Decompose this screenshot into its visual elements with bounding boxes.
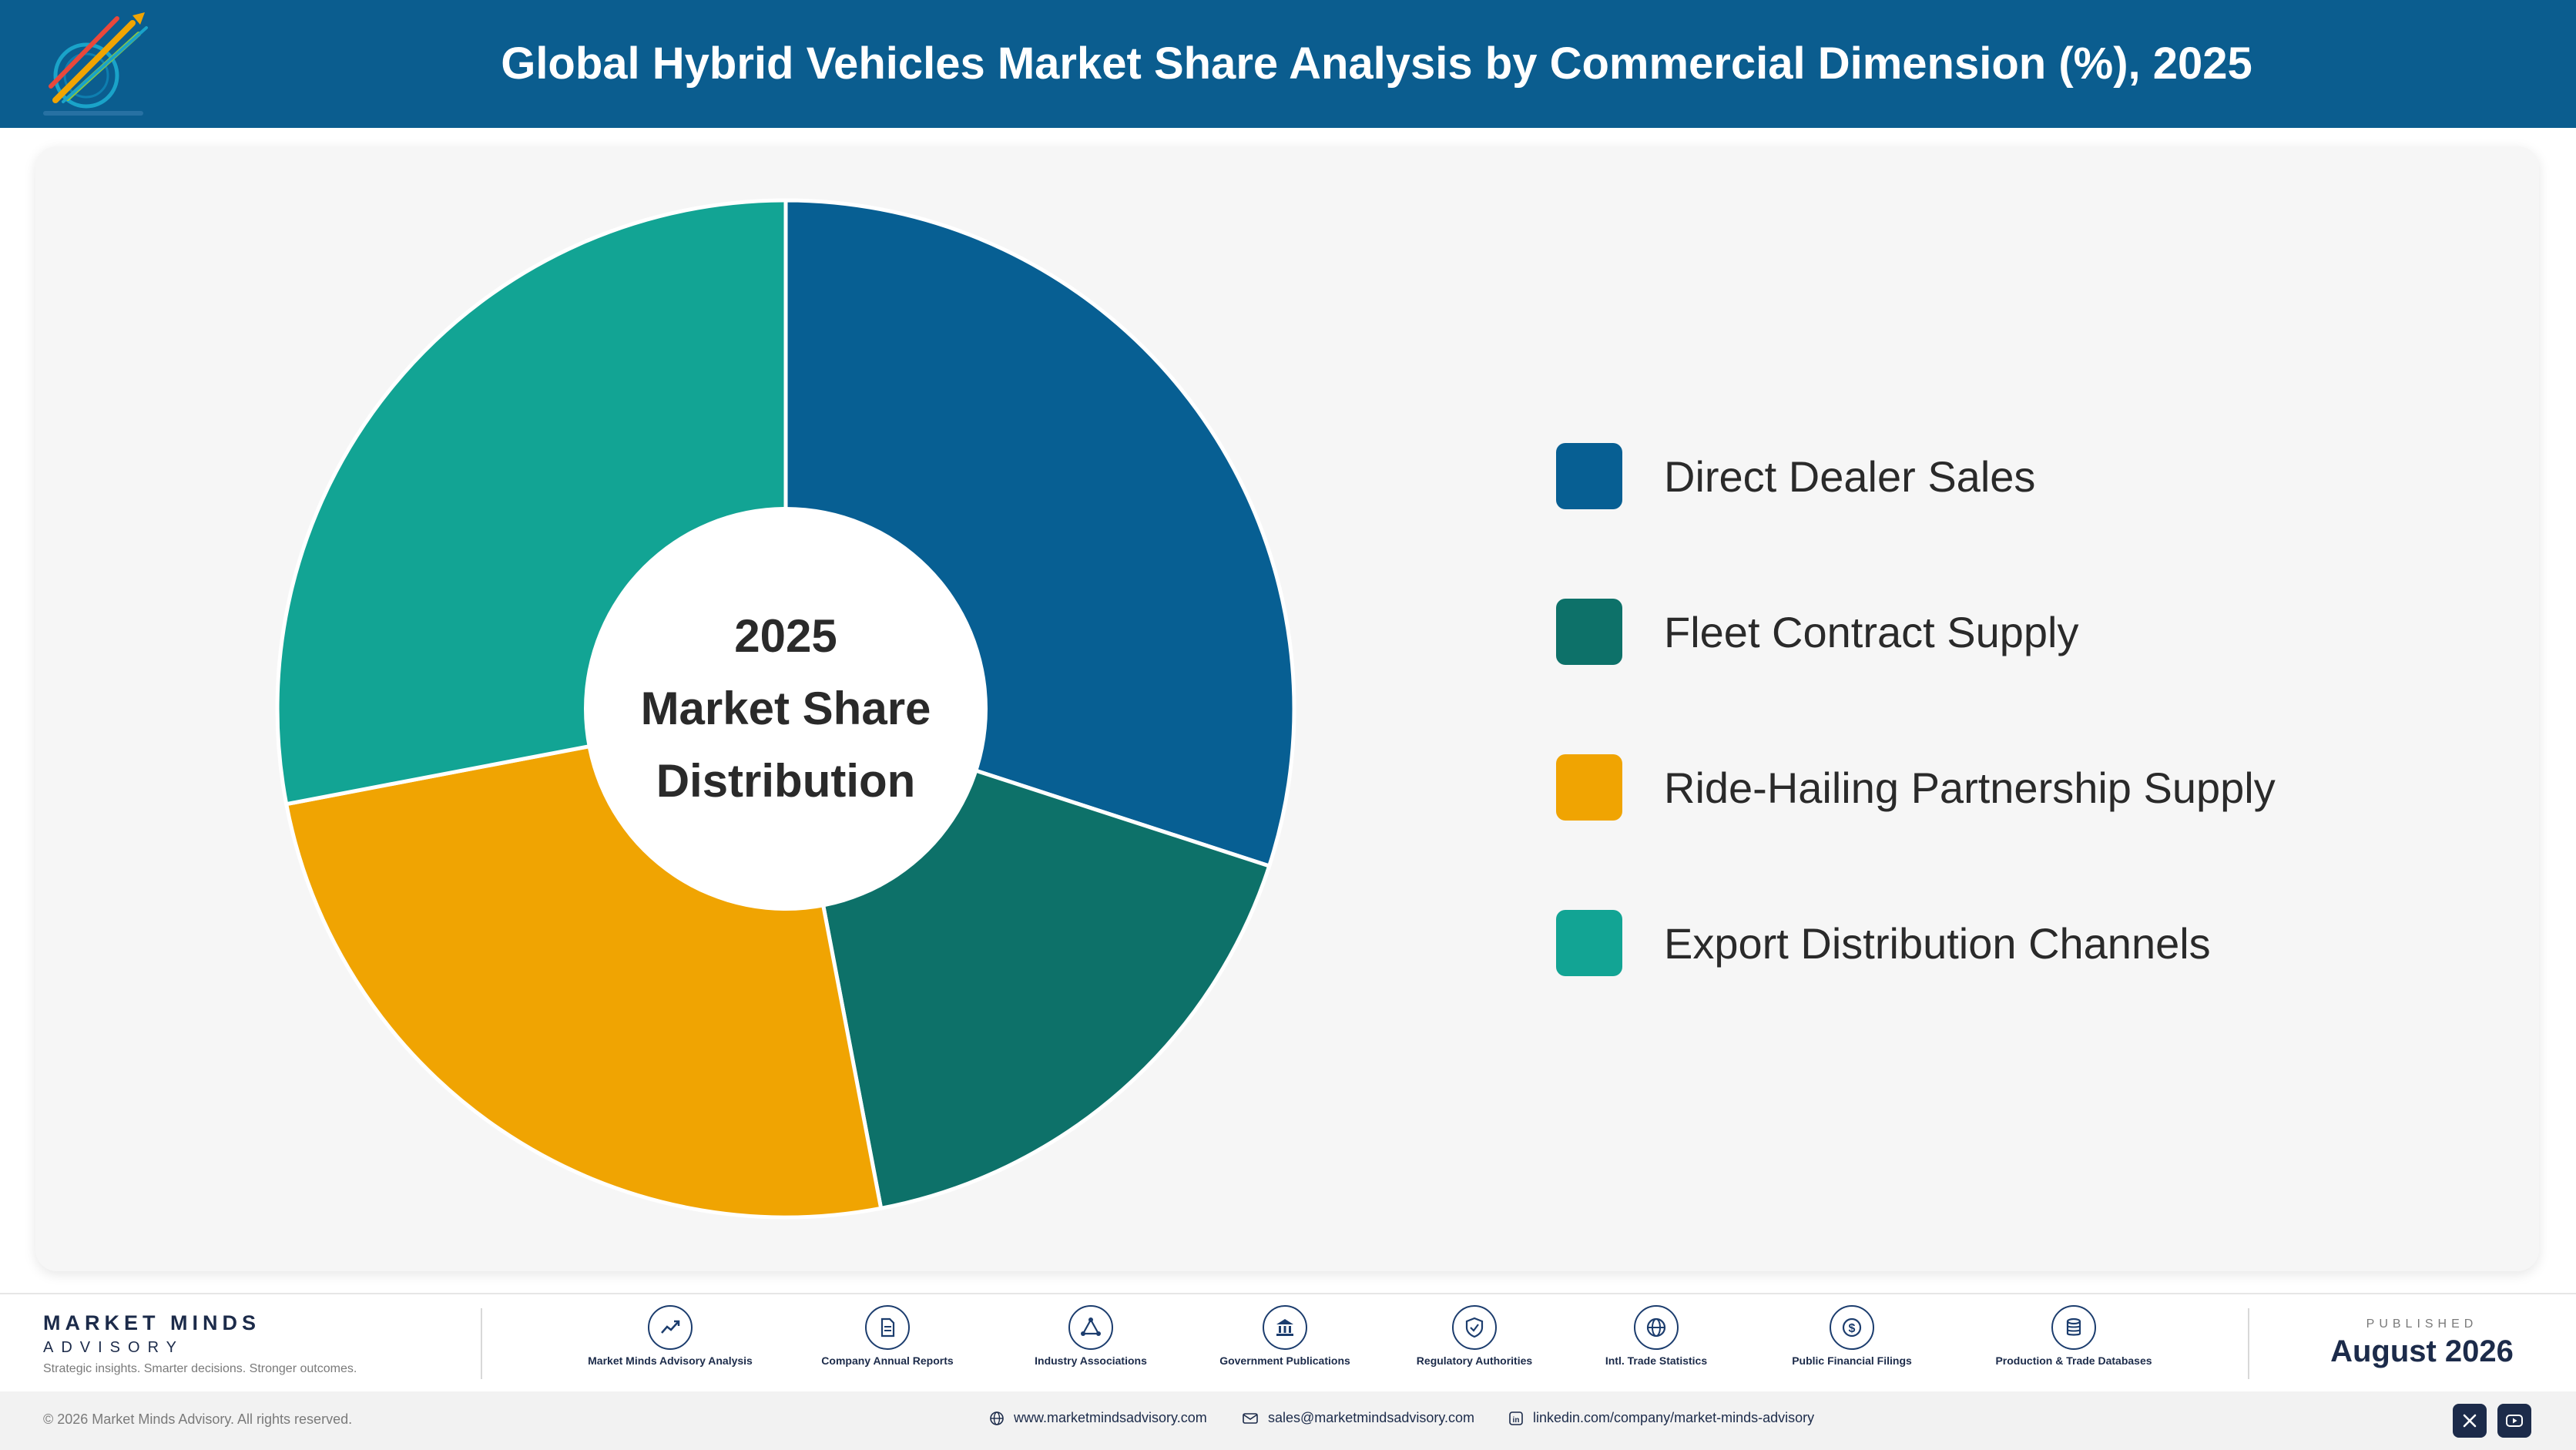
chart-line-icon [648,1305,693,1350]
shield-check-icon [1452,1305,1497,1350]
brand-tagline: Strategic insights. Smarter decisions. S… [43,1362,357,1375]
company-logo [43,12,148,116]
email-text: sales@marketmindsadvisory.com [1268,1410,1475,1425]
source-label: Company Annual Reports [821,1354,954,1367]
legend-label: Direct Dealer Sales [1664,451,2036,501]
source-item: Company Annual Reports [803,1305,972,1368]
legend-swatch-ride-hailing [1556,754,1622,821]
legend-label: Ride-Hailing Partnership Supply [1664,763,2276,812]
globe-icon [990,1411,1004,1425]
source-item: Market Minds Advisory Analysis [585,1305,755,1368]
header-bar: Global Hybrid Vehicles Market Share Anal… [0,0,2576,128]
brand-subtitle: ADVISORY [43,1339,184,1356]
website-text: www.marketmindsadvisory.com [1014,1410,1207,1425]
legend-item: Export Distribution Channels [1556,909,2403,977]
source-label: Market Minds Advisory Analysis [588,1354,753,1367]
center-label-line: Distribution [656,755,916,807]
email-link[interactable]: sales@marketmindsadvisory.com [1242,1410,1474,1426]
source-item: Government Publications [1200,1305,1370,1368]
source-label: Production & Trade Databases [1995,1354,2152,1367]
brand-name: MARKET MINDS [43,1311,260,1334]
legend-swatch-fleet-contract [1556,599,1622,665]
source-item: $ Public Financial Filings [1767,1305,1937,1368]
footer: MARKET MINDS ADVISORY Strategic insights… [0,1293,2576,1390]
center-label-line: 2025 [734,610,837,662]
legend-swatch-direct-dealer [1556,443,1622,509]
government-building-icon [1263,1305,1307,1350]
mail-icon [1243,1412,1258,1424]
linkedin-icon: in [1509,1411,1523,1425]
legend-label: Fleet Contract Supply [1664,607,2079,656]
legend-item: Fleet Contract Supply [1556,598,2403,666]
linkedin-text: linkedin.com/company/market-minds-adviso… [1533,1410,1815,1425]
document-icon [865,1305,910,1350]
database-icon [2051,1305,2096,1350]
source-label: Public Financial Filings [1792,1354,1912,1367]
legend-swatch-export-distribution [1556,910,1622,976]
globe-icon [1634,1305,1679,1350]
source-item: Regulatory Authorities [1390,1305,1559,1368]
source-item: Production & Trade Databases [1989,1305,2158,1368]
youtube-icon[interactable] [2497,1404,2531,1438]
svg-text:in: in [1513,1416,1520,1425]
source-label: Intl. Trade Statistics [1605,1354,1708,1367]
svg-text:$: $ [1849,1322,1856,1335]
source-label: Industry Associations [1035,1354,1147,1367]
source-label: Regulatory Authorities [1416,1354,1533,1367]
footer-divider [2248,1308,2249,1379]
donut-hole [584,507,988,911]
copyright-text: © 2026 Market Minds Advisory. All rights… [43,1411,353,1427]
published-label: PUBLISHED [2366,1317,2478,1331]
bottom-bar: © 2026 Market Minds Advisory. All rights… [0,1391,2576,1450]
source-label: Government Publications [1219,1354,1350,1367]
legend-item: Direct Dealer Sales [1556,442,2403,510]
page-title: Global Hybrid Vehicles Market Share Anal… [501,39,2252,89]
website-link[interactable]: www.marketmindsadvisory.com [989,1410,1207,1426]
source-item: Industry Associations [1006,1305,1176,1368]
network-icon [1068,1305,1113,1350]
dollar-coin-icon: $ [1830,1305,1874,1350]
footer-divider [481,1308,482,1379]
published-date: August 2026 [2330,1334,2514,1368]
legend-label: Export Distribution Channels [1664,918,2211,968]
legend-item: Ride-Hailing Partnership Supply [1556,754,2403,821]
source-item: Intl. Trade Statistics [1571,1305,1741,1368]
linkedin-link[interactable]: in linkedin.com/company/market-minds-adv… [1508,1410,1814,1426]
x-icon[interactable] [2453,1404,2487,1438]
center-label-line: Market Share [641,683,931,734]
